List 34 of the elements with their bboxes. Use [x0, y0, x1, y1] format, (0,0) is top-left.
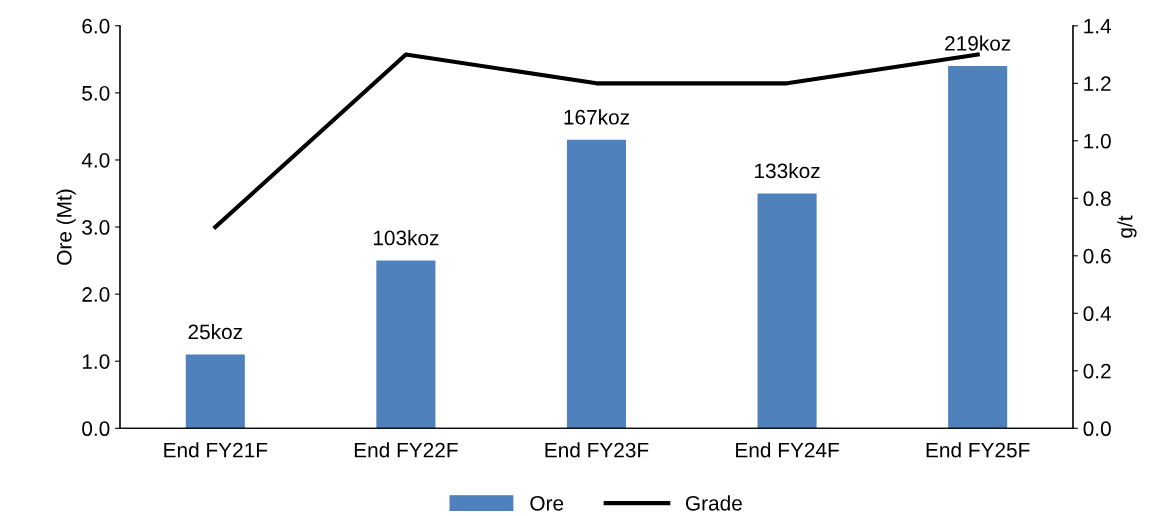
bar: [948, 66, 1008, 429]
bar: [185, 354, 245, 429]
y-tick-label: 2.0: [82, 287, 110, 302]
y-tick-label: 6.0: [82, 18, 110, 34]
y2-axis-title: g/t: [1117, 215, 1137, 238]
y2-tick-label: 0.4: [1083, 306, 1112, 322]
y2-tick-label: 1.0: [1084, 133, 1111, 149]
x-tick-label: End FY21F: [164, 442, 268, 458]
bar: [757, 193, 817, 429]
y-axis-title: Ore (Mt): [56, 189, 76, 265]
bar: [566, 139, 627, 429]
y2-tick-label: 0.2: [1083, 363, 1111, 379]
y2-tick-label: 1.4: [1084, 19, 1112, 34]
bar: [376, 260, 436, 429]
legend-label: Ore: [530, 495, 564, 511]
y2-tick-label: 0.0: [1083, 421, 1111, 437]
y2-tick-label: 0.8: [1083, 191, 1111, 207]
annotation: 25koz: [188, 323, 243, 340]
annotation: 133koz: [755, 162, 820, 179]
x-tick-label: End FY22F: [354, 442, 458, 458]
y-tick-label: 5.0: [82, 85, 110, 101]
legend-label: Grade: [685, 495, 742, 511]
x-tick-label: End FY25F: [926, 442, 1030, 458]
y-tick-label: 4.0: [81, 152, 110, 168]
y-tick-label: 0.0: [82, 421, 110, 437]
y-tick-label: 3.0: [82, 220, 110, 235]
annotation: 167koz: [564, 109, 630, 125]
y2-tick-label: 1.2: [1084, 76, 1111, 91]
annotation: 103koz: [373, 230, 439, 246]
annotation: 219koz: [945, 35, 1011, 51]
x-tick-label: End FY23F: [545, 442, 649, 458]
x-tick-label: End FY24F: [736, 442, 839, 458]
y2-tick-label: 0.6: [1083, 248, 1111, 264]
y-tick-label: 1.0: [82, 354, 110, 369]
